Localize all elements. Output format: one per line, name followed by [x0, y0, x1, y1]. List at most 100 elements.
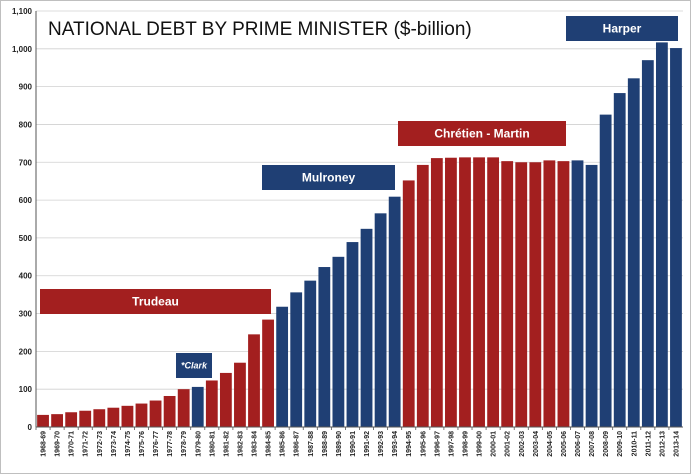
x-tick-label: 1979-80	[195, 431, 202, 457]
x-tick-label: 1994-95	[406, 431, 413, 457]
chart-title: NATIONAL DEBT BY PRIME MINISTER ($-billi…	[48, 19, 472, 40]
bars-group	[37, 42, 682, 428]
pm-label-box	[40, 289, 271, 314]
bar-1976-77	[149, 400, 162, 427]
bar-1998-99	[459, 157, 471, 428]
pm-label-box	[398, 121, 566, 146]
x-tick-label: 1971-72	[83, 431, 90, 457]
bar-1974-75	[121, 405, 134, 427]
bar-1989-90	[332, 256, 345, 427]
x-tick-label: 1993-94	[392, 431, 399, 457]
x-tick-label: 1980-81	[209, 431, 216, 457]
pm-label-trudeau: Trudeau	[40, 289, 271, 314]
y-tick-label: 1,100	[12, 7, 33, 16]
x-tick-label: 1992-93	[378, 431, 385, 457]
y-tick-label: 100	[19, 385, 33, 394]
bar-1981-82	[219, 372, 232, 427]
x-tick-label: 1991-92	[364, 431, 371, 457]
bar-1968-69	[37, 414, 49, 427]
x-tick-label: 1977-78	[167, 431, 174, 457]
x-tick-label: 1975-76	[139, 431, 146, 457]
x-tick-labels: 1968-69 1969-70 1970-71 1971-72 1972-73 1973-…	[41, 431, 681, 457]
bar-1970-71	[65, 412, 78, 427]
pm-label-chr-tien-martin: Chrétien - Martin	[398, 121, 566, 146]
bar-2003-04	[529, 162, 542, 427]
bar-2007-08	[585, 164, 598, 428]
x-tick-label: 1984-85	[266, 431, 273, 457]
y-tick-label: 800	[19, 120, 33, 129]
y-tick-label: 500	[19, 234, 33, 243]
x-tick-label: 1997-98	[448, 431, 455, 457]
bar-1990-91	[346, 242, 359, 427]
axis-group	[35, 11, 683, 430]
bar-1971-72	[79, 410, 92, 427]
pm-label-text: Mulroney	[302, 171, 356, 185]
bar-1975-76	[135, 403, 148, 427]
bar-1982-83	[234, 362, 246, 427]
pm-label-box	[176, 353, 212, 378]
x-tick-label: 2003-04	[533, 431, 540, 457]
y-tick-label: 0	[28, 423, 33, 432]
x-tick-label: 2009-10	[617, 431, 624, 457]
x-tick-label: 1968-69	[41, 431, 48, 457]
x-tick-label: 2008-09	[603, 431, 610, 457]
bar-1973-74	[107, 407, 120, 427]
x-tick-label: 1987-88	[308, 431, 315, 457]
bar-1993-94	[388, 196, 401, 427]
bar-2010-11	[627, 78, 640, 427]
x-tick-label: 2011-12	[645, 431, 652, 456]
x-tick-label: 1973-74	[111, 431, 118, 457]
bar-2000-01	[487, 157, 500, 428]
pm-label-text: *Clark	[181, 361, 208, 371]
pm-label-harper: Harper	[566, 16, 678, 41]
bar-1980-81	[205, 380, 218, 427]
pm-label-mulroney: Mulroney	[262, 165, 395, 190]
bar-1986-87	[290, 292, 303, 427]
x-tick-label: 1985-86	[280, 431, 287, 457]
bar-2002-03	[515, 162, 528, 427]
pm-label-box	[566, 16, 678, 41]
bar-2011-12	[641, 60, 654, 427]
bar-2013-14	[670, 48, 682, 428]
bar-2001-02	[501, 161, 514, 427]
x-tick-label: 1972-73	[97, 431, 104, 457]
x-tick-label: 2002-03	[519, 431, 526, 457]
bar-1991-92	[360, 228, 373, 427]
bar-1985-86	[276, 306, 289, 427]
x-tick-label: 1995-96	[420, 431, 427, 457]
x-tick-label: 2006-07	[575, 431, 582, 457]
bar-2004-05	[543, 160, 556, 427]
bar-1983-84	[248, 334, 260, 427]
bar-1984-85	[262, 319, 274, 427]
y-tick-label: 400	[19, 272, 33, 281]
x-tick-label: 1988-89	[322, 431, 329, 457]
x-tick-label: 1974-75	[125, 431, 132, 457]
bar-2006-07	[571, 160, 584, 427]
x-tick-label: 1996-97	[434, 431, 441, 457]
x-tick-label: 1982-83	[237, 431, 244, 457]
x-tick-label: 2012-13	[659, 431, 666, 457]
bar-1979-80	[191, 386, 204, 427]
bar-1969-70	[51, 414, 63, 427]
bar-1997-98	[445, 157, 457, 428]
bar-1994-95	[402, 180, 415, 427]
x-tick-label: 1986-87	[294, 431, 301, 457]
bar-2012-13	[655, 42, 668, 427]
y-tick-label: 200	[19, 347, 33, 356]
y-tick-label: 600	[19, 196, 33, 205]
x-tick-label: 2001-02	[505, 431, 512, 457]
pm-label-text: Trudeau	[132, 295, 179, 309]
bar-1987-88	[304, 280, 317, 427]
x-tick-label: 1978-79	[181, 431, 188, 457]
bar-1978-79	[177, 389, 190, 427]
bar-1992-93	[374, 213, 387, 427]
bar-1995-96	[416, 164, 429, 428]
x-tick-label: 2004-05	[547, 431, 554, 457]
x-tick-label: 1983-84	[252, 431, 259, 457]
x-tick-label: 2010-11	[631, 431, 638, 456]
pm-label-text: Harper	[603, 22, 642, 36]
y-tick-label: 700	[19, 158, 33, 167]
bar-2008-09	[599, 114, 612, 428]
